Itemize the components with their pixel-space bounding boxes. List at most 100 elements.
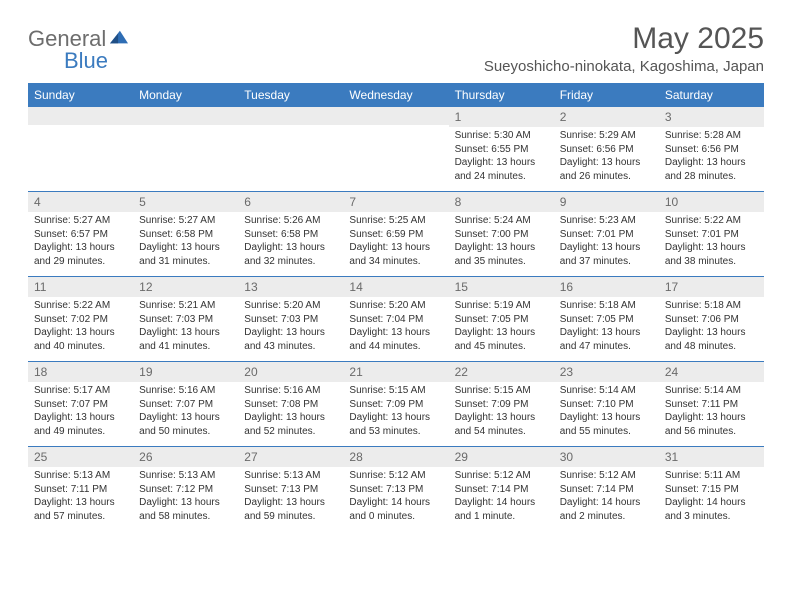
sunset-text: Sunset: 6:58 PM [244, 228, 337, 242]
day-number: 2 [560, 109, 653, 125]
day-number-bar: 13 [238, 277, 343, 297]
sunset-text: Sunset: 7:04 PM [349, 313, 442, 327]
sunrise-text: Sunrise: 5:22 AM [665, 214, 758, 228]
day-number-bar: 19 [133, 362, 238, 382]
sunrise-text: Sunrise: 5:14 AM [560, 384, 653, 398]
day-number-bar: 31 [659, 447, 764, 467]
day-number: 22 [455, 364, 548, 380]
day-number: 10 [665, 194, 758, 210]
daylight-text: Daylight: 13 hours and 53 minutes. [349, 411, 442, 438]
day-details: Sunrise: 5:27 AMSunset: 6:58 PMDaylight:… [133, 212, 238, 272]
sunset-text: Sunset: 7:14 PM [560, 483, 653, 497]
month-title: May 2025 [484, 22, 764, 56]
daylight-text: Daylight: 13 hours and 56 minutes. [665, 411, 758, 438]
day-number-bar: 16 [554, 277, 659, 297]
week-row: 1Sunrise: 5:30 AMSunset: 6:55 PMDaylight… [28, 107, 764, 191]
day-number-bar: 10 [659, 192, 764, 212]
day-number-bar: 14 [343, 277, 448, 297]
daylight-text: Daylight: 13 hours and 45 minutes. [455, 326, 548, 353]
daylight-text: Daylight: 13 hours and 48 minutes. [665, 326, 758, 353]
day-cell: 16Sunrise: 5:18 AMSunset: 7:05 PMDayligh… [554, 277, 659, 361]
daylight-text: Daylight: 13 hours and 29 minutes. [34, 241, 127, 268]
day-cell: 28Sunrise: 5:12 AMSunset: 7:13 PMDayligh… [343, 447, 448, 531]
day-number: 11 [34, 279, 127, 295]
daylight-text: Daylight: 13 hours and 57 minutes. [34, 496, 127, 523]
day-details: Sunrise: 5:12 AMSunset: 7:14 PMDaylight:… [554, 467, 659, 527]
sunset-text: Sunset: 7:03 PM [139, 313, 232, 327]
day-number-bar: 1 [449, 107, 554, 127]
sunset-text: Sunset: 7:07 PM [139, 398, 232, 412]
sunrise-text: Sunrise: 5:15 AM [455, 384, 548, 398]
weekday-header: Sunday [28, 83, 133, 107]
weekday-header: Wednesday [343, 83, 448, 107]
sunset-text: Sunset: 7:00 PM [455, 228, 548, 242]
day-cell: 21Sunrise: 5:15 AMSunset: 7:09 PMDayligh… [343, 362, 448, 446]
day-number: 7 [349, 194, 442, 210]
daylight-text: Daylight: 13 hours and 37 minutes. [560, 241, 653, 268]
day-number-bar: 12 [133, 277, 238, 297]
sunrise-text: Sunrise: 5:18 AM [560, 299, 653, 313]
day-cell: 10Sunrise: 5:22 AMSunset: 7:01 PMDayligh… [659, 192, 764, 276]
logo: GeneralBlue [28, 26, 130, 74]
day-number: 12 [139, 279, 232, 295]
sunrise-text: Sunrise: 5:16 AM [139, 384, 232, 398]
daylight-text: Daylight: 13 hours and 52 minutes. [244, 411, 337, 438]
day-cell: 27Sunrise: 5:13 AMSunset: 7:13 PMDayligh… [238, 447, 343, 531]
day-cell: 5Sunrise: 5:27 AMSunset: 6:58 PMDaylight… [133, 192, 238, 276]
sunrise-text: Sunrise: 5:17 AM [34, 384, 127, 398]
sunrise-text: Sunrise: 5:29 AM [560, 129, 653, 143]
day-number-bar: 22 [449, 362, 554, 382]
day-details: Sunrise: 5:14 AMSunset: 7:10 PMDaylight:… [554, 382, 659, 442]
day-cell: 4Sunrise: 5:27 AMSunset: 6:57 PMDaylight… [28, 192, 133, 276]
day-number-bar: 18 [28, 362, 133, 382]
day-cell: 3Sunrise: 5:28 AMSunset: 6:56 PMDaylight… [659, 107, 764, 191]
sunrise-text: Sunrise: 5:26 AM [244, 214, 337, 228]
day-number: 16 [560, 279, 653, 295]
daylight-text: Daylight: 13 hours and 40 minutes. [34, 326, 127, 353]
daylight-text: Daylight: 14 hours and 2 minutes. [560, 496, 653, 523]
daylight-text: Daylight: 13 hours and 44 minutes. [349, 326, 442, 353]
day-details: Sunrise: 5:14 AMSunset: 7:11 PMDaylight:… [659, 382, 764, 442]
day-number-bar: 24 [659, 362, 764, 382]
day-details: Sunrise: 5:30 AMSunset: 6:55 PMDaylight:… [449, 127, 554, 187]
logo-text-blue: Blue [64, 48, 130, 74]
week-row: 4Sunrise: 5:27 AMSunset: 6:57 PMDaylight… [28, 191, 764, 276]
day-number-bar: 28 [343, 447, 448, 467]
daylight-text: Daylight: 13 hours and 58 minutes. [139, 496, 232, 523]
day-number-bar: 25 [28, 447, 133, 467]
day-number: 19 [139, 364, 232, 380]
day-number: 20 [244, 364, 337, 380]
sunrise-text: Sunrise: 5:20 AM [349, 299, 442, 313]
header: GeneralBlue May 2025 Sueyoshicho-ninokat… [28, 22, 764, 75]
sunrise-text: Sunrise: 5:24 AM [455, 214, 548, 228]
day-number-bar: 27 [238, 447, 343, 467]
sunrise-text: Sunrise: 5:12 AM [349, 469, 442, 483]
day-details: Sunrise: 5:28 AMSunset: 6:56 PMDaylight:… [659, 127, 764, 187]
day-cell: 25Sunrise: 5:13 AMSunset: 7:11 PMDayligh… [28, 447, 133, 531]
day-number-bar [28, 107, 133, 125]
day-number-bar: 26 [133, 447, 238, 467]
day-details: Sunrise: 5:15 AMSunset: 7:09 PMDaylight:… [449, 382, 554, 442]
day-cell: 17Sunrise: 5:18 AMSunset: 7:06 PMDayligh… [659, 277, 764, 361]
day-cell [133, 107, 238, 191]
day-number: 26 [139, 449, 232, 465]
day-details: Sunrise: 5:17 AMSunset: 7:07 PMDaylight:… [28, 382, 133, 442]
sunrise-text: Sunrise: 5:19 AM [455, 299, 548, 313]
weekday-header: Saturday [659, 83, 764, 107]
day-cell: 26Sunrise: 5:13 AMSunset: 7:12 PMDayligh… [133, 447, 238, 531]
day-number: 15 [455, 279, 548, 295]
day-details: Sunrise: 5:25 AMSunset: 6:59 PMDaylight:… [343, 212, 448, 272]
daylight-text: Daylight: 13 hours and 50 minutes. [139, 411, 232, 438]
day-number-bar: 2 [554, 107, 659, 127]
day-number-bar: 8 [449, 192, 554, 212]
title-block: May 2025 Sueyoshicho-ninokata, Kagoshima… [484, 22, 764, 75]
daylight-text: Daylight: 13 hours and 26 minutes. [560, 156, 653, 183]
sunset-text: Sunset: 7:11 PM [665, 398, 758, 412]
sunset-text: Sunset: 7:15 PM [665, 483, 758, 497]
day-details: Sunrise: 5:13 AMSunset: 7:11 PMDaylight:… [28, 467, 133, 527]
sunset-text: Sunset: 7:10 PM [560, 398, 653, 412]
daylight-text: Daylight: 13 hours and 55 minutes. [560, 411, 653, 438]
day-details: Sunrise: 5:20 AMSunset: 7:04 PMDaylight:… [343, 297, 448, 357]
sunrise-text: Sunrise: 5:28 AM [665, 129, 758, 143]
daylight-text: Daylight: 13 hours and 32 minutes. [244, 241, 337, 268]
